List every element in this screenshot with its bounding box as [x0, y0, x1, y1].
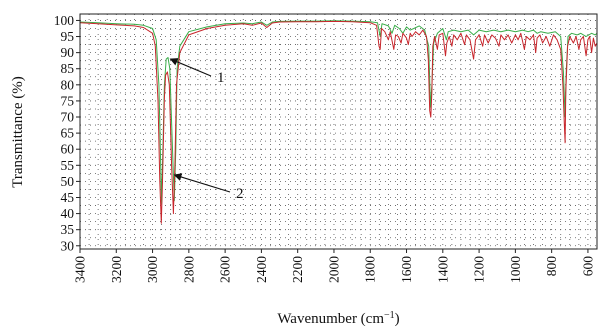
y-tick-label: 100	[54, 13, 75, 28]
plot-area-frame	[79, 13, 598, 250]
y-tick-label: 95	[61, 29, 75, 44]
series-line-1	[79, 20, 598, 205]
y-tick-label: 55	[61, 158, 75, 173]
y-tick-label: 65	[61, 126, 75, 141]
y-tick-label: 35	[61, 222, 75, 237]
x-tick-label: 800	[544, 256, 559, 277]
x-tick-label: 2200	[290, 256, 305, 283]
series-layer	[79, 20, 598, 224]
x-tick-label: 2000	[326, 256, 341, 283]
y-tick-label: 30	[61, 238, 75, 253]
annotation-arrow-2	[173, 173, 231, 193]
series-line-2	[79, 20, 598, 224]
x-axis-title-superscript: −1	[384, 310, 395, 321]
y-tick-label: 85	[61, 61, 75, 76]
x-tick-label: 2800	[181, 256, 196, 283]
y-tick-label: 90	[61, 45, 75, 60]
y-tick-label: 60	[61, 142, 75, 157]
x-tick-label: 1600	[399, 256, 414, 283]
y-tick-label: 50	[61, 174, 75, 189]
x-axis-title-main: Wavenumber (cm	[277, 311, 384, 327]
annotation-label-2: 2	[236, 186, 244, 202]
x-tick-label: 1000	[508, 256, 523, 283]
x-tick-label: 3000	[145, 256, 160, 283]
x-tick-label: 2400	[254, 256, 269, 283]
x-tick-label: 3400	[73, 256, 88, 283]
x-tick-label: 600	[580, 256, 595, 277]
y-tick-label: 80	[61, 77, 75, 92]
x-axis-title-end: )	[395, 311, 400, 327]
x-tick-label: 1200	[472, 256, 487, 283]
y-tick-label: 40	[61, 206, 75, 221]
annotation-label-1: 1	[217, 70, 225, 86]
x-axis-title: Wavenumber (cm−1)	[277, 310, 399, 328]
x-tick-label: 1800	[363, 256, 378, 283]
y-tick-label: 75	[61, 93, 75, 108]
y-axis-title: Transmittance (%)	[10, 76, 26, 188]
annotations: 12	[169, 58, 244, 202]
grid-lines	[80, 14, 597, 249]
annotation-arrow-1	[169, 58, 212, 77]
x-tick-label: 1400	[435, 256, 450, 283]
y-tick-label: 45	[61, 190, 75, 205]
y-tick-label: 70	[61, 110, 75, 125]
x-tick-label: 3200	[109, 256, 124, 283]
x-tick-label: 2600	[218, 256, 233, 283]
